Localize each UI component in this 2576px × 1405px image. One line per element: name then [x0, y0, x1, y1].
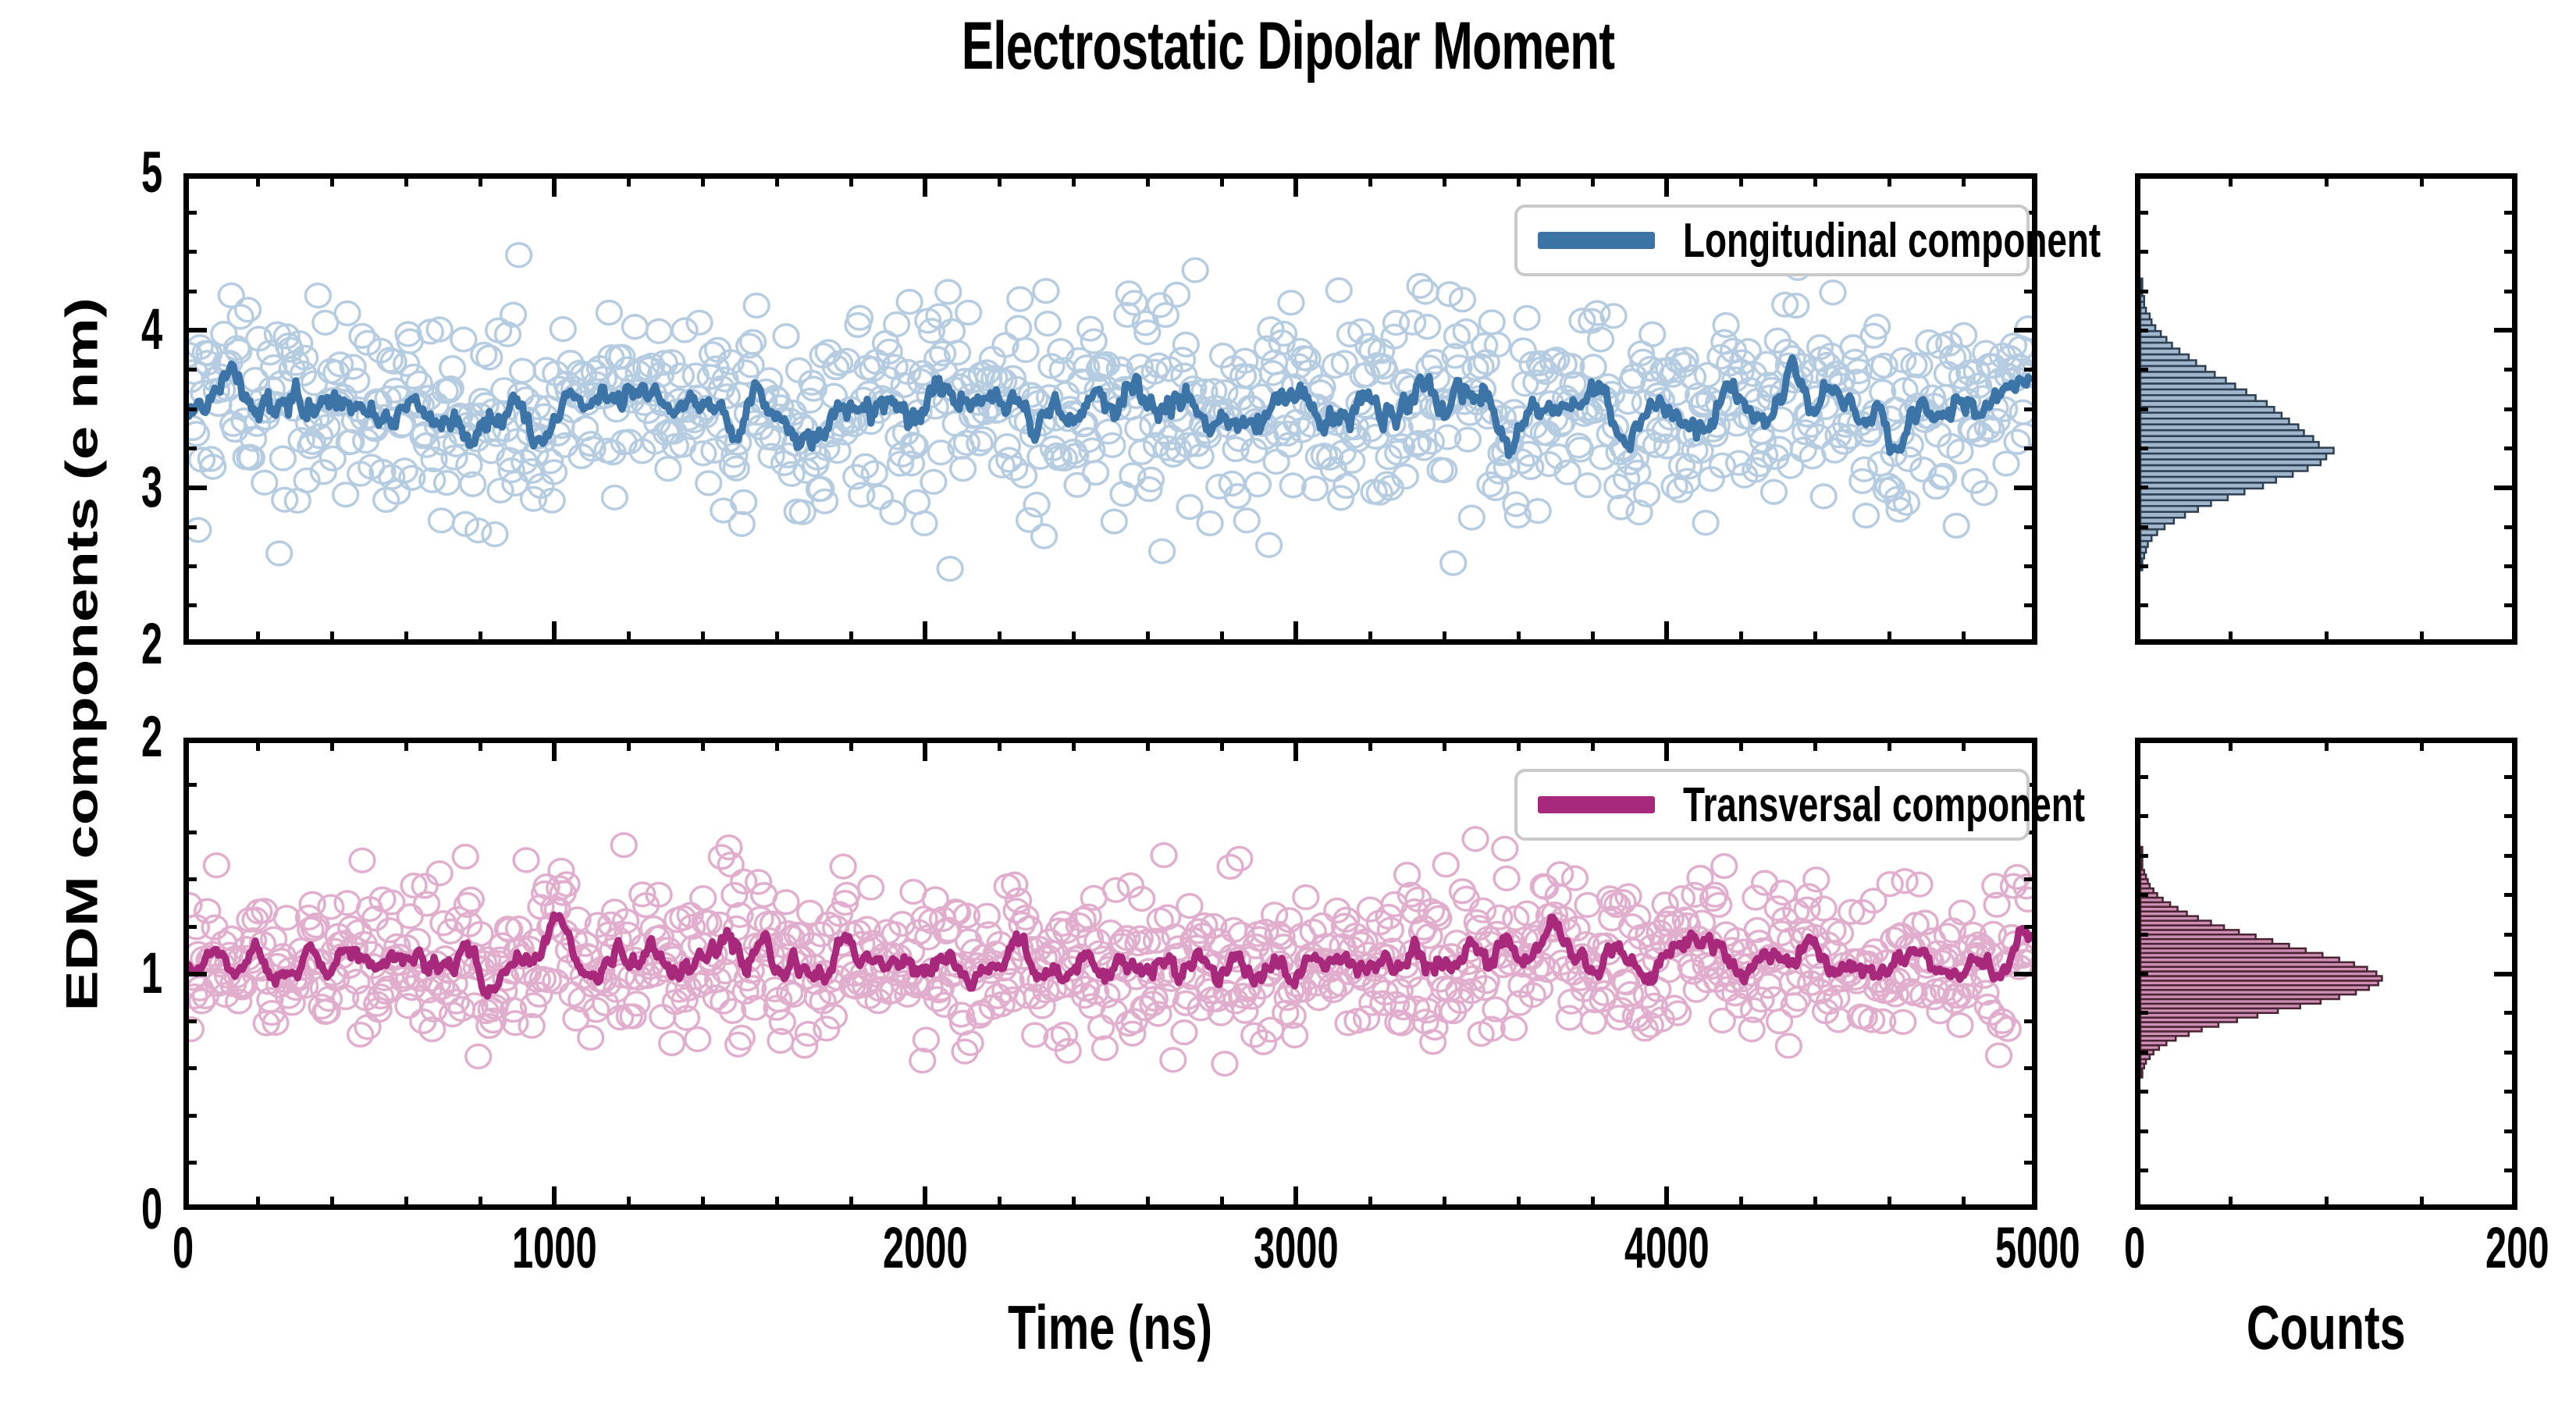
x-tick-label-0: 0 — [173, 1215, 194, 1280]
histogram-longitudinal-bars — [2140, 179, 2512, 639]
legend-longitudinal[interactable]: Longitudinal component — [1514, 205, 2101, 276]
x-axis-label-counts: Counts — [2247, 1293, 2406, 1362]
y-tick-label-top-2: 2 — [141, 611, 163, 676]
transversal-plot-area — [189, 743, 2032, 1204]
x-tick-label-4000: 4000 — [1624, 1215, 1710, 1280]
legend-swatch-longitudinal — [1538, 232, 1655, 249]
histogram-longitudinal — [2135, 173, 2517, 645]
y-tick-label-bottom-2: 2 — [141, 704, 163, 769]
x-axis-label-time: Time (ns) — [1008, 1293, 1213, 1362]
hist-x-tick-label-200: 200 — [2485, 1215, 2549, 1280]
histogram-transversal — [2135, 738, 2517, 1210]
x-tick-label-1000: 1000 — [511, 1215, 597, 1280]
x-tick-label-3000: 3000 — [1253, 1215, 1339, 1280]
legend-swatch-transversal — [1538, 796, 1655, 813]
longitudinal-plot-area — [189, 179, 2032, 639]
x-tick-label-5000: 5000 — [1994, 1215, 2080, 1280]
legend-label-longitudinal: Longitudinal component — [1683, 213, 2101, 268]
y-tick-label-top-3: 3 — [141, 454, 163, 519]
x-tick-label-2000: 2000 — [882, 1215, 968, 1280]
y-tick-label-top-4: 4 — [141, 297, 163, 362]
hist-x-tick-label-0: 0 — [2124, 1215, 2146, 1280]
chart-title: Electrostatic Dipolar Moment — [961, 9, 1615, 84]
histogram-transversal-bars — [2140, 743, 2512, 1204]
y-tick-label-bottom-0: 0 — [141, 1176, 163, 1241]
y-tick-label-bottom-1: 1 — [141, 940, 163, 1005]
y-tick-label-top-5: 5 — [141, 140, 163, 205]
legend-label-transversal: Transversal component — [1683, 777, 2086, 832]
legend-transversal[interactable]: Transversal component — [1514, 769, 2085, 841]
